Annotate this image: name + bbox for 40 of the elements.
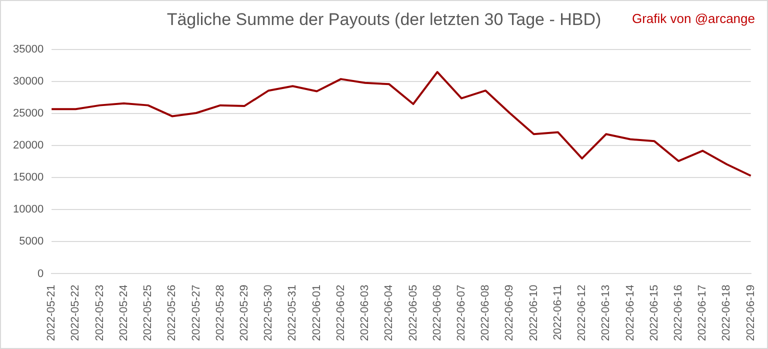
x-tick-label: 2022-06-18 <box>720 284 733 342</box>
x-tick-label: 2022-05-25 <box>142 284 154 342</box>
y-tick-label: 35000 <box>12 44 44 56</box>
x-tick-label: 2022-06-02 <box>334 284 347 342</box>
x-tick-label: 2022-05-22 <box>70 284 82 342</box>
x-tick-label: 2022-06-11 <box>552 284 564 340</box>
x-tick-label: 2022-06-08 <box>480 284 492 342</box>
x-tick-label: 2022-05-29 <box>238 284 251 342</box>
x-tick-label: 2022-06-09 <box>504 284 516 342</box>
y-tick-label: 0 <box>37 268 44 280</box>
x-tick-label: 2022-05-23 <box>94 284 106 342</box>
x-tick-label: 2022-06-19 <box>744 284 757 342</box>
x-tick-label: 2022-05-21 <box>46 284 58 342</box>
x-tick-label: 2022-06-14 <box>624 284 636 342</box>
y-tick-label: 10000 <box>12 204 44 216</box>
x-tick-label: 2022-06-15 <box>648 284 660 342</box>
text: Grafik von @arcange <box>632 11 755 26</box>
x-tick-label: 2022-06-10 <box>528 284 540 342</box>
y-tick-label: 25000 <box>12 108 44 120</box>
x-tick-label: 2022-06-12 <box>576 284 588 342</box>
chart-title: Tägliche Summe der Payouts (der letzten 30 Tage - HBD) <box>166 10 602 29</box>
x-tick-label: 2022-05-30 <box>262 284 275 342</box>
x-tick-label: 2022-05-28 <box>214 284 226 342</box>
y-tick-label: 30000 <box>12 76 44 88</box>
x-tick-label: 2022-06-06 <box>431 284 444 342</box>
x-tick-label: 2022-06-05 <box>407 284 420 342</box>
x-tick-label: 2022-05-27 <box>190 284 202 342</box>
x-tick-label: 2022-05-26 <box>166 284 178 342</box>
x-tick-label: 2022-06-01 <box>310 284 323 342</box>
x-tick-label: 2022-06-16 <box>672 284 684 342</box>
y-tick-label: 5000 <box>19 236 44 248</box>
x-tick-label: 2022-05-24 <box>118 284 130 342</box>
x-tick-label: 2022-06-17 <box>696 284 709 342</box>
y-tick-label: 20000 <box>12 140 44 152</box>
x-tick-label: 2022-06-04 <box>383 284 396 342</box>
x-tick-label: 2022-06-13 <box>600 284 612 342</box>
y-tick-label: 15000 <box>12 172 44 184</box>
x-tick-label: 2022-06-03 <box>359 284 372 342</box>
x-tick-label: 2022-06-07 <box>456 284 468 342</box>
x-tick-label: 2022-05-31 <box>286 284 299 342</box>
